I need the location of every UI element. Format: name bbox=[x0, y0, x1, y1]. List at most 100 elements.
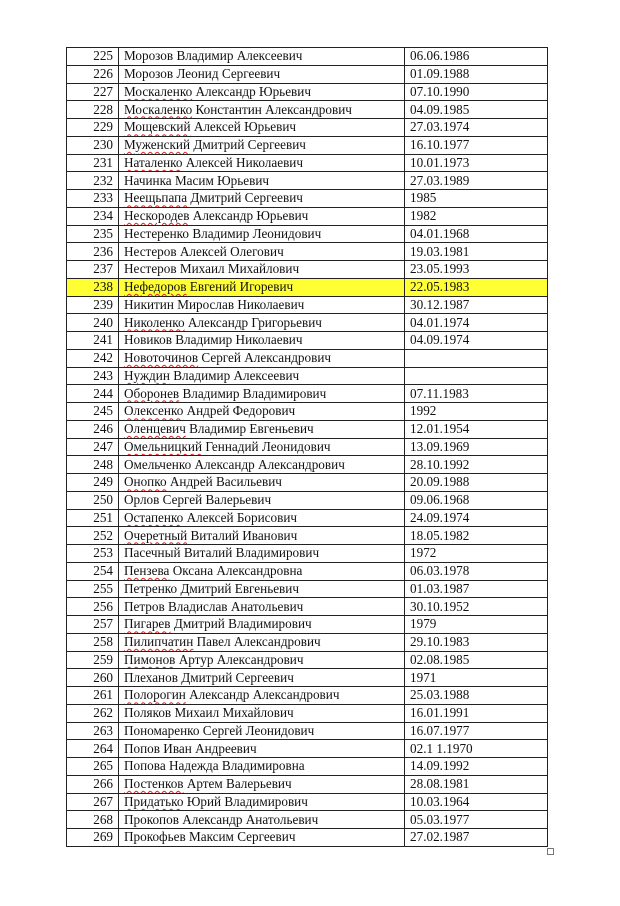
birth-date: 10.03.1964 bbox=[404, 792, 548, 812]
row-number: 268 bbox=[66, 810, 119, 829]
surname: Николенко bbox=[124, 314, 185, 330]
surname: Москаленко bbox=[124, 83, 193, 99]
full-name: Онопко Андрей Васильевич bbox=[118, 473, 405, 492]
surname: Придатько bbox=[124, 793, 184, 809]
full-name: Петров Владислав Анатольевич bbox=[118, 597, 405, 616]
given-names: Александр Юрьевич bbox=[189, 208, 309, 224]
table-row: 243 Нуждин Владимир Алексеевич bbox=[66, 366, 548, 386]
surname: Нескородев bbox=[124, 208, 190, 224]
given-names: Дмитрий Сергеевич bbox=[187, 190, 303, 206]
row-number: 242 bbox=[66, 348, 119, 368]
table-row: 229 Мощевский Алексей Юрьевич 27.03.1974 bbox=[66, 118, 548, 137]
table-resize-handle[interactable] bbox=[547, 848, 554, 855]
full-name: Пасечный Виталий Владимирович bbox=[118, 544, 405, 563]
row-number: 253 bbox=[66, 544, 119, 563]
given-names: Алексей Юрьевич bbox=[190, 119, 297, 135]
surname: Пилипчатин bbox=[124, 634, 194, 650]
given-names: Александр Юрьевич bbox=[192, 83, 311, 99]
row-number: 240 bbox=[66, 313, 119, 332]
row-number: 256 bbox=[66, 597, 119, 616]
row-number: 232 bbox=[66, 171, 119, 190]
row-number: 228 bbox=[66, 100, 119, 119]
birth-date: 28.08.1981 bbox=[404, 774, 548, 794]
given-names: Алексей Николаевич bbox=[182, 154, 303, 170]
row-number: 251 bbox=[66, 508, 119, 528]
row-number: 234 bbox=[66, 206, 119, 226]
full-name: Нестеров Алексей Олегович bbox=[118, 242, 405, 261]
full-name: Полорогин Александр Александрович bbox=[118, 686, 405, 705]
table-row: 239 Никитин Мирослав Николаевич 30.12.1987 bbox=[66, 295, 548, 315]
table-row: 259 Пимонов Артур Александрович 02.08.1985 bbox=[66, 650, 548, 670]
table-row: 241 Новиков Владимир Николаевич 04.09.1974 bbox=[66, 331, 548, 350]
table-row: 237 Нестеров Михаил Михайлович 23.05.1993 bbox=[66, 260, 548, 279]
given-names: Сергей Александрович bbox=[198, 350, 332, 366]
full-name: Пензева Оксана Александровна bbox=[118, 561, 405, 581]
table-row: 264 Попов Иван Андреевич 02.1 1.1970 bbox=[66, 739, 548, 758]
row-number: 230 bbox=[66, 135, 119, 155]
full-name: Москаленко Константин Александрович bbox=[118, 100, 405, 119]
row-number: 264 bbox=[66, 739, 119, 758]
given-names: Дмитрий Владимирович bbox=[170, 616, 312, 632]
full-name: Пилипчатин Павел Александрович bbox=[118, 632, 405, 652]
row-number: 252 bbox=[66, 526, 119, 545]
row-number: 248 bbox=[66, 455, 119, 474]
table-row: 236 Нестеров Алексей Олегович 19.03.1981 bbox=[66, 242, 548, 261]
birth-date: 1972 bbox=[404, 544, 548, 563]
row-number: 263 bbox=[66, 721, 119, 741]
birth-date: 04.09.1985 bbox=[404, 100, 548, 119]
surname: Никитин bbox=[124, 296, 174, 312]
full-name: Попова Надежда Владимировна bbox=[118, 757, 405, 776]
row-number: 267 bbox=[66, 792, 119, 812]
row-number: 241 bbox=[66, 331, 119, 350]
given-names: Юрий Владимирович bbox=[183, 793, 308, 809]
table-row: 269 Прокофьев Максим Сергеевич 27.02.1987 bbox=[66, 828, 548, 847]
full-name: Поляков Михаил Михайлович bbox=[118, 703, 405, 723]
surname: Нестеров bbox=[124, 261, 177, 277]
full-name: Пигарев Дмитрий Владимирович bbox=[118, 615, 405, 634]
birth-date: 30.12.1987 bbox=[404, 295, 548, 315]
row-number: 239 bbox=[66, 295, 119, 315]
table-row: 230 Муженский Дмитрий Сергеевич 16.10.1977 bbox=[66, 135, 548, 155]
row-number: 257 bbox=[66, 615, 119, 634]
birth-date: 18.05.1982 bbox=[404, 526, 548, 545]
given-names: Евгений Игоревич bbox=[186, 279, 294, 295]
full-name: Омельченко Александр Александрович bbox=[118, 455, 405, 474]
full-name: Остапенко Алексей Борисович bbox=[118, 508, 405, 528]
given-names: Оксана Александровна bbox=[169, 563, 303, 579]
full-name: Нестеренко Владимир Леонидович bbox=[118, 224, 405, 244]
surname: Неещьпапа bbox=[124, 190, 188, 206]
given-names: Владимир Алексеевич bbox=[169, 367, 300, 383]
given-names: Владимир Николаевич bbox=[171, 332, 303, 348]
row-number: 227 bbox=[66, 82, 119, 102]
surname: Пензева bbox=[124, 563, 170, 579]
given-names: Александр Александрович bbox=[191, 456, 345, 472]
surname: Натaленко bbox=[124, 154, 183, 170]
surname: Омельченко bbox=[124, 456, 192, 472]
given-names: Виталий Владимирович bbox=[180, 545, 320, 561]
surname: Оборонев bbox=[124, 385, 180, 401]
given-names: Михаил Михайлович bbox=[176, 261, 300, 277]
given-names: Мирослав Николаевич bbox=[173, 296, 305, 312]
row-number: 269 bbox=[66, 828, 119, 847]
birth-date: 06.06.1986 bbox=[404, 47, 548, 66]
row-number: 238 bbox=[66, 277, 119, 297]
given-names: Юрьевич bbox=[213, 172, 270, 188]
birth-date: 29.10.1983 bbox=[404, 632, 548, 652]
surname: Попов bbox=[124, 740, 160, 756]
surname: Полорогин bbox=[124, 687, 186, 703]
surname: Пигарев bbox=[124, 616, 171, 632]
surname: Поляков bbox=[124, 705, 172, 721]
given-names: Дмитрий Сергеевич bbox=[190, 137, 306, 153]
surname: Омельницкий bbox=[124, 438, 203, 454]
table-row: 255 Петренко Дмитрий Евгеньевич 01.03.1987 bbox=[66, 579, 548, 599]
surname: Оленцевич bbox=[124, 421, 186, 437]
full-name: Мощевский Алексей Юрьевич bbox=[118, 118, 405, 137]
full-name: Пономаренко Сергей Леонидович bbox=[118, 721, 405, 741]
birth-date: 02.1 1.1970 bbox=[404, 739, 548, 758]
table-row-highlighted: 238 Нефедоров Евгений Игоревич 22.05.1983 bbox=[66, 277, 548, 297]
row-number: 262 bbox=[66, 703, 119, 723]
row-number: 245 bbox=[66, 402, 119, 421]
birth-date: 16.01.1991 bbox=[404, 703, 548, 723]
given-names: Владимир Леонидович bbox=[189, 225, 322, 241]
full-name: Пимонов Артур Александрович bbox=[118, 650, 405, 670]
